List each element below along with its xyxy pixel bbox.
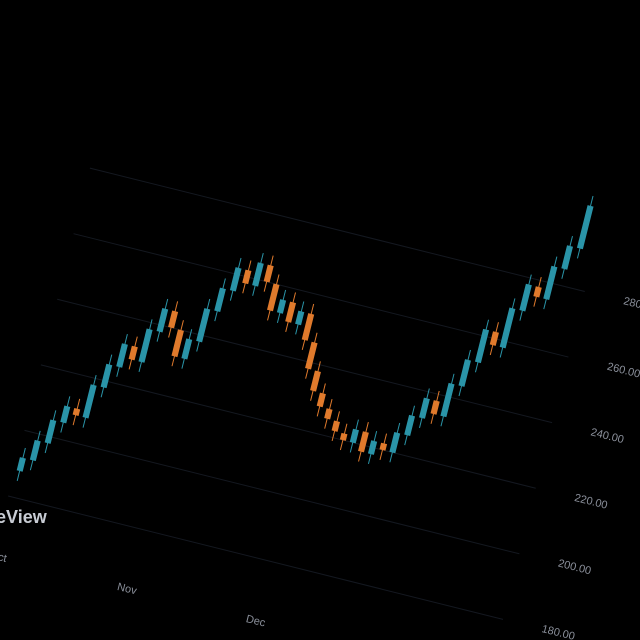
x-tick-label: Nov bbox=[116, 581, 138, 597]
candle-body bbox=[29, 439, 41, 462]
candle-body bbox=[116, 343, 128, 368]
candle-body bbox=[82, 384, 97, 419]
candle-body bbox=[295, 310, 305, 326]
candle-body bbox=[533, 286, 542, 298]
candle-body bbox=[44, 419, 57, 444]
grid-line bbox=[8, 495, 504, 620]
candle-body bbox=[430, 400, 440, 415]
candle-body bbox=[576, 205, 594, 250]
y-tick-label: 280.00 bbox=[622, 295, 640, 315]
x-tick-label: Oct bbox=[0, 549, 8, 565]
candle-body bbox=[324, 408, 333, 420]
candle-body bbox=[16, 457, 26, 472]
candle-body bbox=[499, 307, 516, 349]
candle-body bbox=[543, 265, 558, 301]
candle-body bbox=[156, 308, 169, 333]
x-tick-label: Dec bbox=[245, 613, 267, 629]
candle-body bbox=[276, 299, 287, 314]
candle-body bbox=[331, 420, 340, 432]
candle-body bbox=[252, 262, 264, 287]
candle-body bbox=[60, 405, 71, 424]
grid-line bbox=[40, 364, 536, 489]
candle-body bbox=[301, 313, 315, 341]
candle-body bbox=[305, 341, 318, 370]
candle-body bbox=[389, 432, 401, 454]
candle-body bbox=[128, 345, 138, 361]
candle-body bbox=[168, 310, 179, 329]
candle-body bbox=[561, 245, 573, 270]
candle-body bbox=[229, 267, 242, 292]
grid-line bbox=[24, 429, 520, 555]
candle-body bbox=[418, 397, 430, 419]
candle-body bbox=[458, 359, 471, 387]
y-tick-label: 220.00 bbox=[573, 492, 609, 512]
candle-body bbox=[196, 308, 211, 343]
plot-area: 180.00 200.00 220.00 240.00 260.00 280.00 Oct N… bbox=[0, 167, 640, 640]
candle-body bbox=[242, 269, 252, 285]
candle-body bbox=[214, 287, 226, 313]
watermark: eView bbox=[0, 507, 48, 527]
candle-body bbox=[263, 264, 274, 283]
candle-body bbox=[379, 442, 388, 451]
candle-body bbox=[181, 338, 193, 360]
candle-body bbox=[310, 370, 321, 392]
candle-body bbox=[349, 428, 359, 444]
grid-line bbox=[57, 298, 553, 424]
y-tick-label: 200.00 bbox=[557, 558, 593, 578]
grid-line bbox=[89, 167, 585, 292]
candle-body bbox=[285, 301, 297, 323]
candle-body bbox=[474, 328, 490, 364]
candle-body bbox=[72, 407, 81, 417]
y-tick-label: 180.00 bbox=[540, 623, 576, 640]
candle-body bbox=[171, 329, 184, 358]
candle-body bbox=[519, 283, 532, 312]
y-tick-label: 240.00 bbox=[589, 426, 625, 446]
candle-body bbox=[138, 328, 153, 363]
candle-body bbox=[267, 283, 280, 312]
candle-body bbox=[404, 414, 416, 437]
candle-body bbox=[100, 363, 113, 389]
candle-body bbox=[367, 440, 378, 455]
candle-body bbox=[440, 382, 455, 418]
y-tick-label: 260.00 bbox=[606, 361, 640, 381]
candle-body bbox=[339, 432, 348, 441]
candle-body bbox=[489, 331, 499, 346]
candle-body bbox=[358, 431, 369, 453]
candle-body bbox=[316, 392, 326, 408]
